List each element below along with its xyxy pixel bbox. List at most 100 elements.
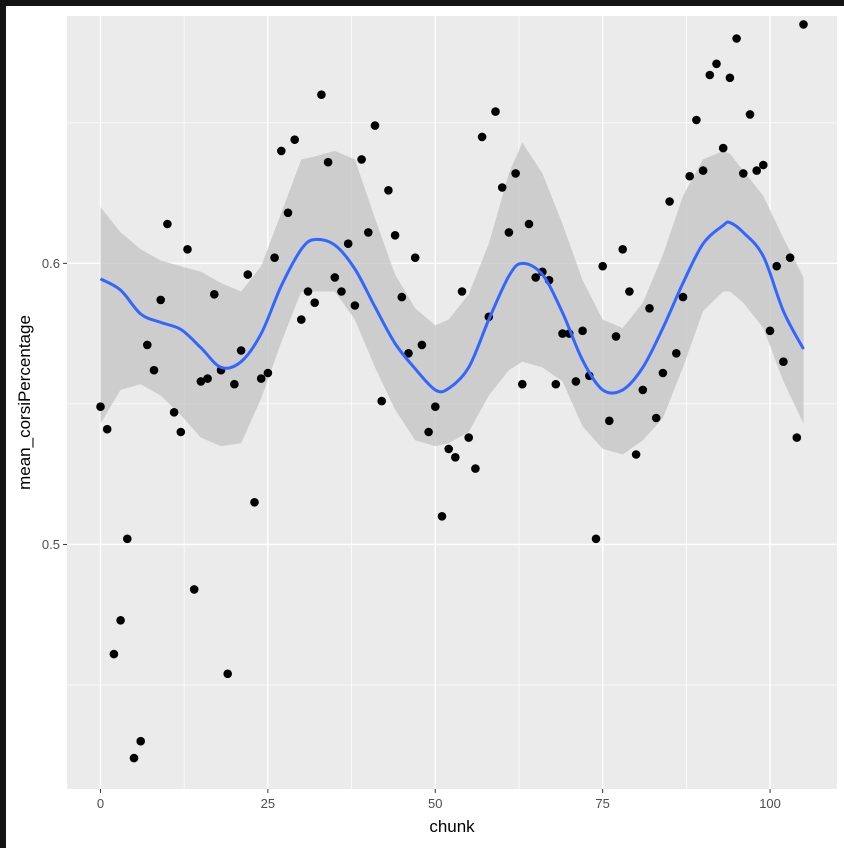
data-point [799,20,808,29]
data-point [712,59,721,69]
data-point [531,273,540,282]
data-point [323,157,333,167]
data-point [651,413,661,423]
scatter-plot: 0 25 50 75 100 0.5 0.6 chunk mean_corsiPercen… [15,16,837,836]
data-point [611,332,621,341]
data-point [739,169,748,178]
data-point [765,326,775,336]
data-point [678,292,688,302]
data-point [303,287,313,296]
data-point [591,534,601,544]
data-point [236,346,246,355]
data-point [631,450,641,459]
data-point [390,231,400,240]
data-point [384,186,393,195]
x-tick-label: 50 [428,796,442,811]
data-point [243,270,253,279]
data-point [317,90,326,99]
data-point [504,228,514,237]
data-point [571,377,581,386]
data-point [759,160,768,170]
data-point [290,135,300,144]
data-point [524,219,534,229]
data-point [692,115,701,125]
data-point [210,290,219,299]
x-axis-title: chunk [429,817,475,836]
data-point [645,304,654,313]
data-point [270,253,279,262]
data-point [370,121,380,130]
data-point [156,295,165,305]
data-point [183,245,192,254]
data-point [718,143,728,153]
y-axis-ticks: 0.5 0.6 [42,256,67,552]
data-point [163,219,172,229]
data-point [491,107,500,116]
smooth-trend-line [99,220,805,395]
data-point [752,166,761,175]
data-point [102,424,112,434]
data-point [792,433,802,442]
data-point [330,273,340,282]
data-point [625,287,634,296]
x-tick-label: 25 [261,796,275,811]
data-point [685,171,694,181]
data-point [431,402,440,412]
data-point [745,110,755,119]
data-point [123,534,132,544]
data-point [444,444,454,454]
data-point [605,416,614,426]
data-point [618,245,627,254]
data-points [96,20,808,763]
data-point [785,253,795,262]
data-point [638,385,648,395]
data-point [779,357,788,367]
data-point [471,464,480,473]
x-tick-label: 100 [759,796,781,811]
data-point [658,368,668,378]
data-point [397,292,407,302]
figure-frame: 0 25 50 75 100 0.5 0.6 chunk mean_corsiPercen… [6,6,844,848]
data-point [464,433,474,442]
data-point [116,616,125,625]
data-point [283,208,293,218]
data-point [578,326,587,336]
data-point [377,396,387,406]
data-point [189,585,199,594]
confidence-band [100,142,804,455]
data-point [169,408,179,417]
data-point [337,287,346,296]
data-point [417,340,427,350]
data-point [410,253,420,262]
data-point [511,169,520,178]
data-point [136,736,145,746]
y-axis-title: mean_corsiPercentage [15,315,34,490]
data-point [598,261,607,271]
data-point [672,349,681,358]
data-point [109,649,119,659]
data-point [196,377,206,386]
data-point [457,287,467,296]
data-point [364,228,373,237]
data-point [665,197,674,206]
data-point [437,512,447,521]
data-point [477,132,487,142]
data-point [451,453,460,462]
data-point [176,427,186,437]
data-point [698,166,708,175]
data-point [705,70,715,80]
data-point [424,427,433,437]
data-point [732,34,741,43]
data-point [223,669,232,679]
data-point [343,239,353,248]
data-point [263,368,273,378]
data-point [277,146,286,156]
data-point [96,402,105,412]
data-point [310,298,320,308]
data-point [497,183,507,192]
data-point [558,329,567,338]
data-point [404,349,413,358]
data-point [551,379,561,389]
x-tick-label: 0 [97,796,104,811]
data-point [350,301,360,310]
